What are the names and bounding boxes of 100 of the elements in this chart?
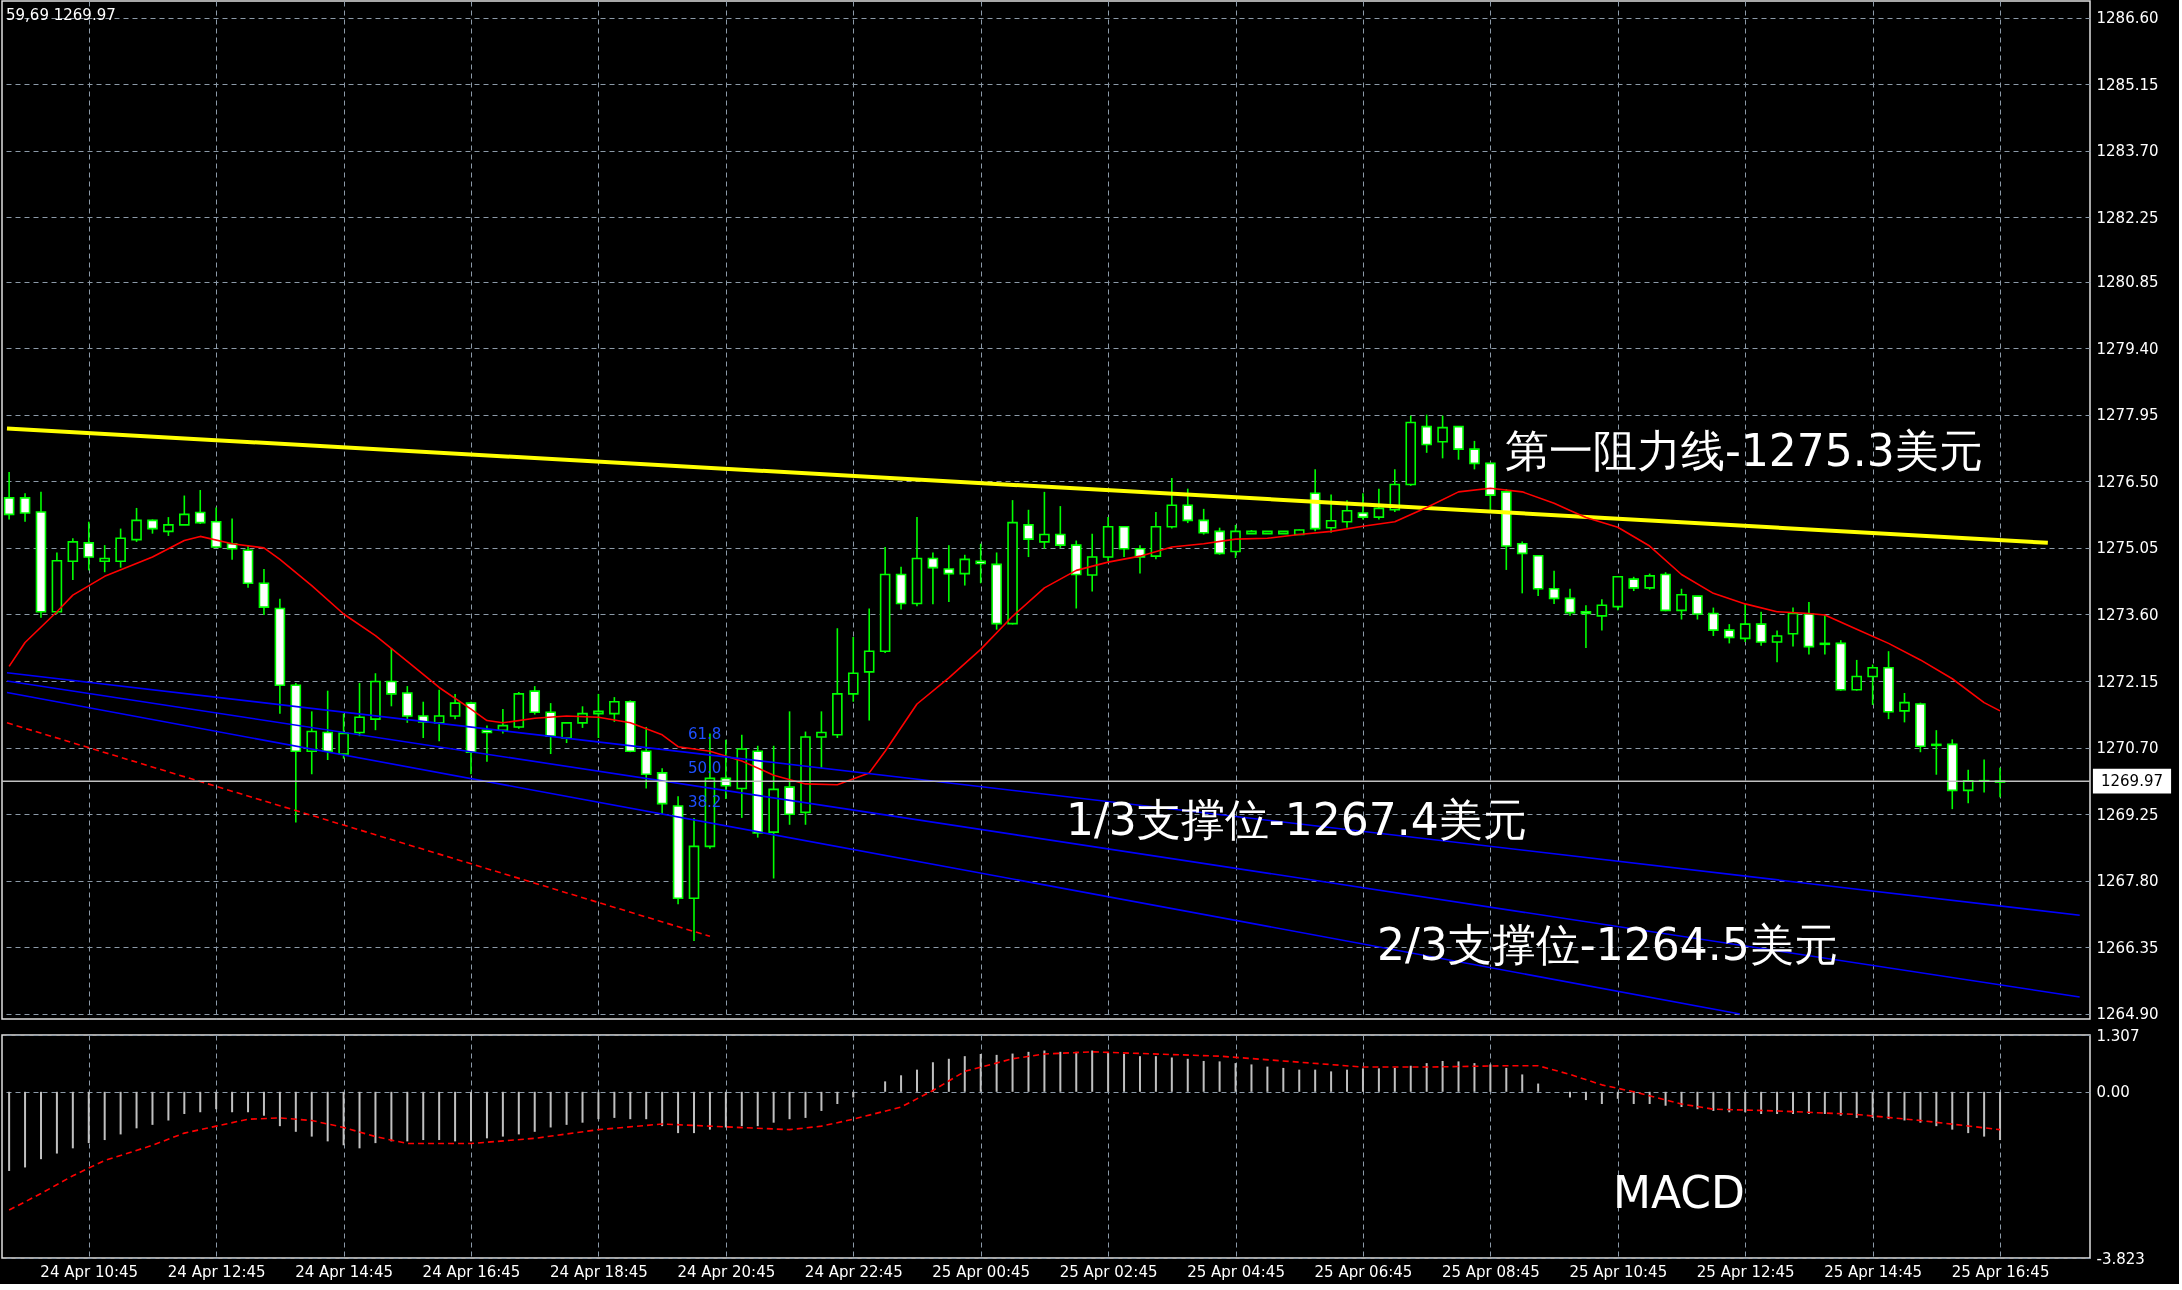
candlestick [1453,425,1464,461]
bar [1059,1051,1062,1092]
y-tick-label: 1266.35 [2096,938,2159,957]
candlestick [1692,595,1703,621]
bar [310,1091,313,1137]
bar [1282,1067,1285,1092]
bar [1983,1091,1986,1137]
bar [1361,1068,1364,1092]
bar [661,1091,664,1127]
candlestick [1771,629,1783,664]
bar [597,1091,600,1120]
bar [804,1091,807,1118]
candlestick [1755,610,1767,647]
candlestick [1931,729,1942,776]
bar [1584,1091,1587,1101]
bar [1823,1091,1826,1114]
candlestick [1596,598,1608,632]
bar [1218,1061,1221,1092]
x-tick-label: 24 Apr 16:45 [422,1262,521,1281]
candlestick [386,647,397,708]
candlestick [1708,606,1719,637]
y-tick-label: 1.307 [2096,1026,2140,1045]
bar [1425,1063,1428,1092]
candlestick [1469,440,1480,471]
bar [1967,1091,1970,1134]
bar [645,1091,648,1120]
candlestick [338,712,349,760]
candlestick [115,527,126,569]
candlestick [975,542,986,585]
bar [1043,1050,1046,1092]
bar [1505,1067,1508,1092]
bar [422,1091,425,1141]
y-tick-label: 1264.90 [2096,1005,2159,1024]
candlestick [847,636,859,703]
bar [1330,1071,1333,1092]
candlestick [1516,540,1528,595]
bar [24,1091,27,1168]
x-tick-label: 25 Apr 08:45 [1441,1262,1540,1281]
bar [931,1062,934,1092]
candlestick [1899,692,1910,724]
bar [247,1091,250,1113]
x-tick-label: 24 Apr 18:45 [550,1262,648,1281]
bar [629,1091,632,1120]
bar [1999,1091,2002,1141]
candlestick [1676,587,1687,621]
bar [406,1091,409,1142]
bar [1839,1091,1842,1116]
bar [1903,1091,1906,1121]
bar [517,1091,520,1135]
candlestick [1548,570,1560,605]
bar [1521,1074,1524,1092]
x-tick-label: 24 Apr 12:45 [167,1262,266,1281]
bar [1632,1091,1635,1104]
bar [326,1091,329,1142]
bar [358,1091,361,1149]
bar [1346,1069,1349,1092]
bar [979,1054,982,1092]
bar [183,1091,186,1114]
bar [708,1091,711,1130]
bar [8,1091,11,1171]
x-tick-label: 24 Apr 14:45 [295,1262,394,1281]
bar [1537,1083,1540,1092]
candlestick [99,544,110,574]
bar [772,1091,775,1123]
bar [963,1056,966,1092]
x-tick-label: 25 Apr 10:45 [1569,1262,1668,1281]
candlestick [545,702,556,755]
candlestick [83,520,95,572]
candlestick [1118,525,1130,558]
bar [1441,1060,1444,1092]
candlestick [449,693,461,720]
bar [342,1091,345,1146]
candlestick [67,537,79,581]
y-tick-label: 1286.60 [2096,9,2159,28]
annotation: MACD [1613,1167,1745,1218]
x-tick-label: 24 Apr 10:45 [40,1262,139,1281]
bar [565,1091,568,1125]
bar [1887,1091,1890,1120]
candlestick [1325,493,1337,534]
annotation: 61.8 [688,725,722,743]
candlestick [1373,487,1385,521]
bar [1489,1064,1492,1092]
bar [1011,1053,1014,1092]
bar [900,1075,903,1092]
x-tick-label: 25 Apr 12:45 [1696,1262,1795,1281]
bar [533,1091,536,1132]
candlestick [1421,413,1432,454]
candlestick [131,507,142,543]
candlestick [1166,477,1178,530]
candlestick [1739,603,1751,643]
bar [294,1091,297,1132]
candlestick [529,685,541,716]
bar [374,1091,377,1144]
bar [1266,1066,1269,1092]
candlestick [816,710,827,770]
bar [1760,1091,1763,1114]
bar [454,1091,457,1142]
bar [915,1069,918,1092]
bar [278,1091,281,1127]
bar [1186,1058,1189,1092]
